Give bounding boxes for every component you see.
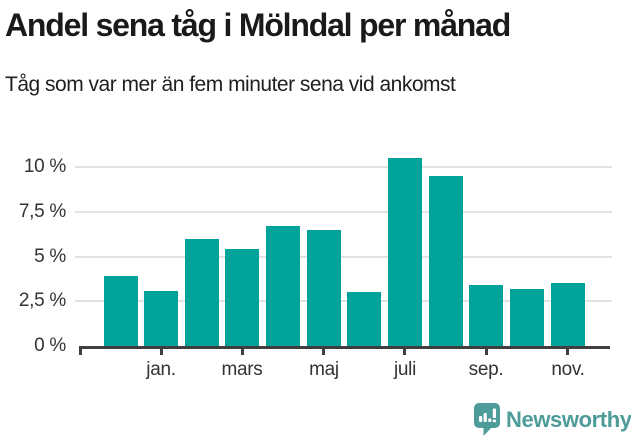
x-axis-start-tick [79, 346, 82, 355]
bar-apr [266, 226, 300, 346]
x-axis-tick [160, 347, 163, 355]
x-axis-tick [566, 347, 569, 355]
gridline-7.5pct [75, 211, 612, 213]
x-axis-tick-label: mars [221, 359, 263, 380]
gridline-2.5pct [75, 300, 612, 302]
x-axis-tick-label: nov. [551, 359, 585, 380]
bar-nov [551, 283, 585, 346]
y-axis-tick-label: 10 % [23, 156, 66, 177]
x-axis-tick-label: juli [393, 359, 417, 380]
y-axis-tick-label: 0 % [34, 335, 66, 356]
bar-juli [388, 158, 422, 346]
y-axis-tick-label: 7,5 % [18, 201, 66, 222]
gridline-5pct [75, 256, 612, 258]
y-axis-tick-label: 2,5 % [18, 290, 66, 311]
x-axis-tick-label: sep. [468, 359, 504, 380]
bar-mars [225, 249, 259, 346]
x-axis-tick [403, 347, 406, 355]
bar-maj [307, 230, 341, 346]
chart-title: Andel sena tåg i Mölndal per månad [5, 7, 511, 43]
chart-subtitle: Tåg som var mer än fem minuter sena vid … [5, 73, 456, 96]
x-axis-tick [485, 347, 488, 355]
bar-chart-plot-area: 0 % 2,5 % 5 % 7,5 % 10 % jan. mars maj juli sep. n… [18, 156, 612, 380]
bar-juni [347, 292, 381, 346]
bar-okt [510, 289, 544, 346]
bar-dec [104, 276, 138, 346]
bar-sep [469, 285, 503, 346]
x-axis-tick-label: maj [309, 359, 339, 380]
newsworthy-logo-text: Newsworthy [506, 407, 631, 432]
y-axis-tick-label: 5 % [34, 246, 66, 267]
bar-jan [144, 291, 178, 346]
newsworthy-speech-bubble-chart-icon [474, 403, 500, 436]
x-axis-tick-label: jan. [146, 359, 176, 380]
x-axis-tick [322, 347, 325, 355]
x-axis-tick [241, 347, 244, 355]
bar-feb [185, 239, 219, 346]
gridline-10pct [75, 166, 612, 168]
newsworthy-logo: Newsworthy [474, 403, 631, 436]
x-axis-line [79, 346, 610, 349]
bar-aug [429, 176, 463, 346]
